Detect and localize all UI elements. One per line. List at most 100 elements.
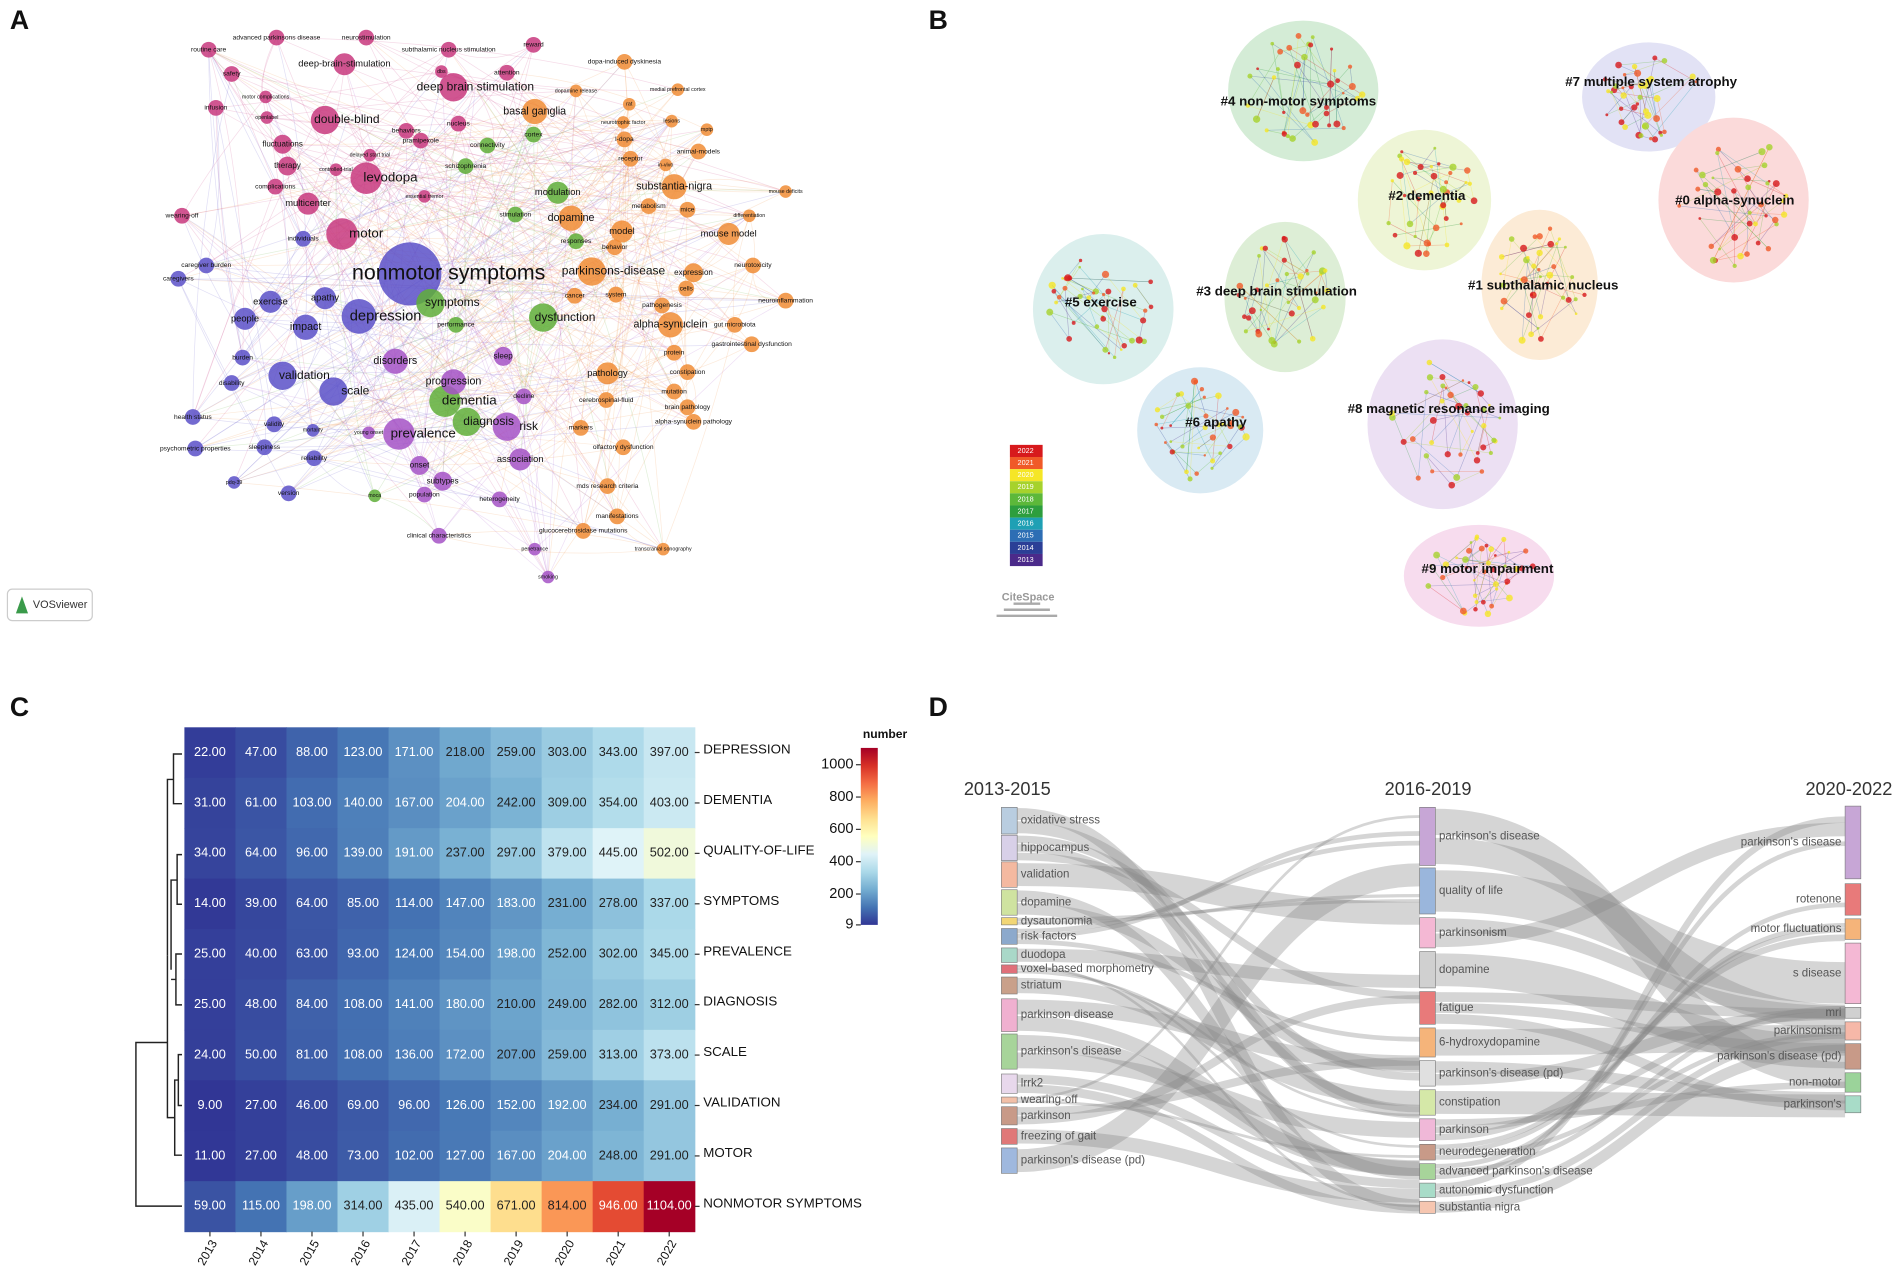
cluster-link (1257, 68, 1315, 143)
cell-label: 73.00 (347, 1147, 379, 1162)
cluster-node (1078, 265, 1081, 269)
node-label: nonmotor symptoms (352, 261, 545, 285)
edge (547, 158, 631, 578)
node-label: pdq-39 (226, 480, 243, 486)
cluster-link (1082, 288, 1098, 327)
cluster-label: #0 alpha-synuclein (1675, 193, 1794, 208)
node-label: system (605, 291, 627, 298)
node-label: differentiation (733, 213, 765, 219)
cluster-node (1531, 263, 1537, 269)
cluster-link (1273, 273, 1288, 345)
cluster-node (1609, 90, 1613, 94)
edge (441, 71, 449, 482)
node-label: pathology (587, 368, 628, 378)
cluster-node (1499, 272, 1502, 276)
edge (265, 96, 534, 135)
cluster-node (1432, 224, 1440, 232)
cluster-node (1605, 113, 1609, 117)
cluster-node (1501, 536, 1507, 542)
edge (275, 186, 614, 272)
node-label: mds research criteria (576, 483, 638, 490)
column-title: 2016-2019 (1385, 779, 1472, 799)
cluster-link (1712, 177, 1776, 221)
cluster-node (1299, 107, 1307, 115)
node-label: dementia (442, 393, 497, 408)
cluster-node (1677, 204, 1682, 208)
edge (192, 416, 624, 448)
cluster-node (1169, 424, 1173, 427)
cluster-link (1650, 81, 1697, 139)
edge (324, 298, 376, 496)
cluster-node (1129, 337, 1135, 344)
node (742, 209, 756, 223)
node-label: protein (664, 350, 685, 357)
col-label: 2022 (654, 1237, 680, 1268)
cluster-link (1283, 64, 1298, 133)
cluster-node (1245, 103, 1251, 108)
cell-label: 102.00 (395, 1147, 434, 1162)
cluster-node (1493, 554, 1497, 557)
cluster-link (1643, 76, 1693, 127)
cluster-link (1287, 35, 1299, 137)
cluster-link (1173, 451, 1205, 456)
node-label: glucocerebrosidase mutations (539, 528, 628, 535)
cell-label: 88.00 (296, 744, 328, 759)
cluster-node (1532, 292, 1536, 296)
node-label: stimulation (499, 211, 531, 218)
cluster-link (1297, 64, 1327, 108)
cluster-node (1631, 104, 1638, 111)
edge (264, 371, 688, 448)
node-label: parkinson's disease (pd) (1439, 1067, 1563, 1079)
cluster-node (1282, 110, 1286, 115)
cluster-node (1281, 235, 1286, 241)
node-label: sleep (494, 351, 514, 360)
cluster-node (1537, 314, 1544, 320)
node-label: markers (569, 425, 594, 432)
node-label: duodopa (1021, 949, 1066, 961)
node-label: parkinson's disease (pd) (1021, 1155, 1145, 1167)
cluster-node (1538, 336, 1544, 342)
cluster-link (1749, 212, 1785, 215)
cluster-link (1334, 70, 1338, 124)
cluster-link (1747, 178, 1787, 197)
edge (366, 103, 630, 235)
edge (442, 480, 549, 578)
cluster-link (1320, 273, 1328, 291)
cluster-node (1284, 271, 1289, 277)
node (452, 407, 482, 437)
cluster-link (1204, 412, 1237, 456)
cluster-link (1245, 289, 1258, 299)
cluster-link (1218, 424, 1231, 447)
edge (324, 130, 407, 299)
cluster-node (1270, 41, 1275, 46)
node (515, 388, 532, 405)
cluster-node (1732, 263, 1737, 268)
cluster-link (1182, 422, 1232, 447)
cluster-node (1547, 226, 1553, 231)
node-label: quality of life (1439, 885, 1503, 897)
cluster-link (1073, 291, 1109, 324)
cluster-node (1245, 315, 1252, 321)
cluster-link (1334, 70, 1338, 124)
sankey-node (1844, 918, 1862, 940)
edge (424, 158, 631, 495)
node (368, 489, 382, 503)
cluster-node (1140, 317, 1147, 324)
edge (475, 85, 672, 122)
node (398, 123, 415, 139)
cell-label: 204.00 (446, 794, 485, 809)
sankey-node (1419, 917, 1436, 949)
cluster-node (1413, 234, 1417, 239)
cluster-link (1302, 57, 1305, 111)
cluster-link (1138, 310, 1146, 341)
edge (424, 196, 752, 345)
sankey-node (1001, 889, 1018, 916)
edge (368, 164, 666, 434)
cluster-link (1705, 184, 1769, 249)
cluster-node (1348, 82, 1356, 90)
panel-label: D (929, 692, 948, 722)
cell-label: 946.00 (599, 1198, 638, 1213)
cluster-link (1277, 279, 1317, 294)
node-label: rat (626, 102, 633, 108)
edge (181, 215, 440, 537)
